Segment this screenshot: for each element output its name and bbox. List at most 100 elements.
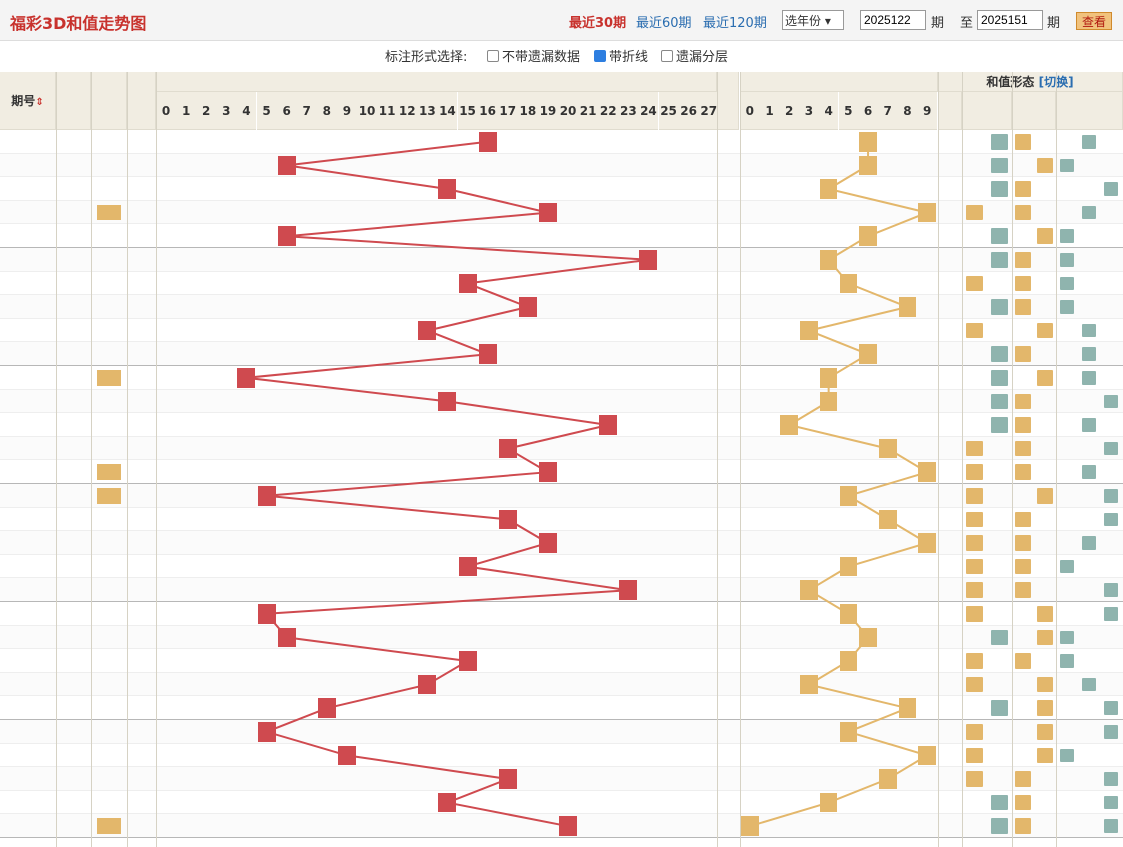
issue-unit-label-2: 期 xyxy=(1047,16,1061,31)
sum-hit-5 xyxy=(257,722,276,742)
tail-col-header-6: 6 xyxy=(858,92,878,130)
tail-hit-5 xyxy=(839,722,858,742)
sum-col-header-15: 15 xyxy=(457,92,478,130)
road-tag xyxy=(1104,772,1118,786)
road-tag xyxy=(1082,205,1096,220)
road-tag xyxy=(1104,489,1118,503)
tail-hit-4 xyxy=(819,792,838,813)
sum-trend-line xyxy=(246,140,649,828)
chevron-down-icon: ▾ xyxy=(824,14,831,28)
range-30-link[interactable]: 最近30期 xyxy=(569,16,627,31)
odd-even-tag xyxy=(991,370,1008,386)
tail-hit-6 xyxy=(859,344,877,364)
odd-even-tag xyxy=(991,393,1008,410)
odd-even-tag xyxy=(991,346,1008,362)
checkbox-icon[interactable] xyxy=(487,50,499,62)
table-row xyxy=(0,767,1123,791)
big-small-tag xyxy=(1015,535,1031,551)
prize-cell xyxy=(97,818,121,834)
tail-hit-3 xyxy=(800,674,818,695)
odd-even-tag xyxy=(991,157,1008,174)
big-small-tag xyxy=(1037,322,1053,339)
odd-even-tag xyxy=(966,582,983,598)
road-tag xyxy=(1060,276,1074,291)
big-small-tag xyxy=(1015,464,1031,480)
tail-hit-5 xyxy=(839,273,858,294)
column-divider xyxy=(938,72,939,847)
tail-hit-6 xyxy=(859,627,877,648)
checkbox-checked-icon[interactable] xyxy=(594,50,606,62)
year-select[interactable]: 选年份 ▾ xyxy=(782,10,844,30)
sum-col-header-3: 3 xyxy=(216,92,237,130)
road-tag xyxy=(1104,583,1118,597)
options-bar: 标注形式选择: 不带遗漏数据 带折线 遗漏分层 xyxy=(0,44,1123,66)
odd-even-tag xyxy=(991,700,1008,716)
tail-hit-5 xyxy=(839,651,858,671)
sum-hit-15 xyxy=(458,273,477,294)
tail-hit-6 xyxy=(859,132,877,152)
sum-hit-16 xyxy=(478,344,497,364)
big-small-tag xyxy=(1015,134,1031,150)
sum-hit-13 xyxy=(418,674,437,695)
road-tag xyxy=(1060,253,1074,267)
tail-col-header-7: 7 xyxy=(877,92,898,130)
header-issue[interactable]: 期号⇕ xyxy=(0,72,56,130)
sum-col-header-18: 18 xyxy=(517,92,538,130)
range-120-link[interactable]: 最近120期 xyxy=(703,16,767,31)
big-small-tag xyxy=(1037,606,1053,622)
big-small-tag xyxy=(1037,700,1053,716)
range-60-link[interactable]: 最近60期 xyxy=(636,16,692,31)
column-divider xyxy=(1056,72,1057,847)
table-row xyxy=(0,318,1123,343)
header-prize xyxy=(91,72,127,130)
big-small-tag xyxy=(1037,676,1053,693)
road-tag xyxy=(1104,607,1118,621)
option-no-missing[interactable]: 不带遗漏数据 xyxy=(487,46,580,65)
column-divider xyxy=(962,72,963,847)
sum-col-header-0: 0 xyxy=(156,92,177,130)
header-sum xyxy=(127,72,156,130)
sum-hit-8 xyxy=(317,698,336,718)
from-issue-input[interactable] xyxy=(860,10,926,30)
sum-hit-15 xyxy=(458,556,477,577)
road-tag xyxy=(1060,654,1074,668)
sum-hit-14 xyxy=(438,792,457,813)
column-divider xyxy=(127,72,128,847)
tail-trend-line xyxy=(749,141,931,828)
sum-hit-9 xyxy=(337,745,356,766)
table-row xyxy=(0,389,1123,414)
sum-hit-22 xyxy=(599,415,618,435)
sum-col-header-4: 4 xyxy=(236,92,257,130)
sum-col-header-11: 11 xyxy=(377,92,398,130)
option-polyline[interactable]: 带折线 xyxy=(594,46,648,65)
tail-hit-5 xyxy=(839,556,858,577)
big-small-tag xyxy=(1015,511,1031,528)
option-layered[interactable]: 遗漏分层 xyxy=(661,46,728,65)
header-tail xyxy=(717,72,739,130)
to-issue-input[interactable] xyxy=(977,10,1043,30)
odd-even-tag xyxy=(991,299,1008,315)
odd-even-tag xyxy=(966,275,983,292)
odd-even-tag xyxy=(966,204,983,221)
road-tag xyxy=(1082,465,1096,479)
sort-icon[interactable]: ⇕ xyxy=(35,97,44,108)
road-tag xyxy=(1104,394,1118,409)
odd-even-tag xyxy=(966,322,983,339)
tail-col-header-1: 1 xyxy=(759,92,780,130)
big-small-tag xyxy=(1015,181,1031,197)
prize-cell xyxy=(97,370,121,386)
sum-hit-16 xyxy=(478,132,497,152)
big-small-tag xyxy=(1015,299,1031,315)
option-label: 遗漏分层 xyxy=(676,50,729,65)
query-button[interactable]: 查看 xyxy=(1076,12,1112,30)
odd-even-tag xyxy=(966,653,983,669)
tail-hit-9 xyxy=(918,533,936,553)
odd-even-tag xyxy=(966,440,983,457)
big-small-tag xyxy=(1037,228,1053,244)
tail-hit-4 xyxy=(819,368,838,388)
odd-even-tag xyxy=(991,417,1008,433)
sum-col-header-14: 14 xyxy=(437,92,458,130)
header-big-small xyxy=(1012,92,1056,130)
checkbox-icon[interactable] xyxy=(661,50,673,62)
sum-col-header-7: 7 xyxy=(296,92,317,130)
